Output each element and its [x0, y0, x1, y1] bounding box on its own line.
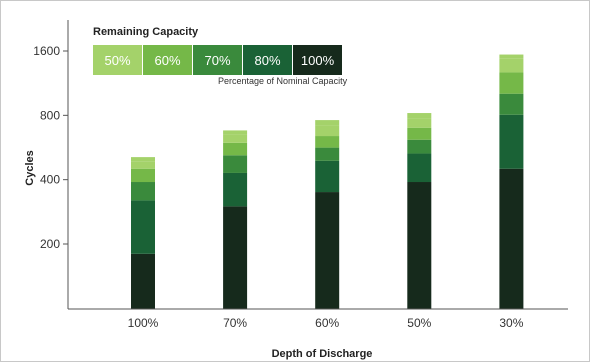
- bar-segment: [499, 54, 524, 59]
- bar-segment: [315, 136, 340, 148]
- bar-segment: [499, 114, 524, 169]
- legend-title: Remaining Capacity: [93, 26, 199, 38]
- legend-swatch-label: 100%: [301, 53, 335, 68]
- axes-group: [67, 20, 568, 310]
- bar-segment: [407, 118, 432, 128]
- bar-segment: [315, 192, 340, 309]
- legend-swatches: 50% 60% 70% 80% 100%: [93, 45, 342, 75]
- bar-stack-100pct: [131, 157, 155, 309]
- x-tick-label: 70%: [223, 316, 247, 330]
- bar-segment: [131, 168, 155, 183]
- legend-swatch-label: 50%: [104, 53, 130, 68]
- legend-swatch: [143, 45, 192, 75]
- bar-stack-50pct: [407, 113, 432, 309]
- bar-segment: [315, 147, 340, 161]
- bar-segment: [223, 172, 248, 207]
- bar-segment: [407, 113, 432, 119]
- bar-segment: [131, 182, 155, 201]
- y-tick-label: 1600: [33, 44, 60, 58]
- bar-segment: [499, 58, 524, 73]
- bar-segment: [407, 127, 432, 140]
- bar-segment: [499, 93, 524, 115]
- bar-segment: [499, 168, 524, 309]
- x-tick-label: 60%: [315, 316, 339, 330]
- legend-swatch: [293, 45, 342, 75]
- bar-segment: [315, 160, 340, 193]
- bar-segment: [407, 153, 432, 183]
- legend-swatch: [193, 45, 242, 75]
- bar-stack-70pct: [223, 130, 248, 309]
- y-axis-title: Cycles: [24, 150, 36, 185]
- bar-segment: [131, 161, 155, 169]
- bar-segment: [223, 206, 248, 309]
- bar-segment: [223, 142, 248, 156]
- x-axis-title: Depth of Discharge: [272, 348, 373, 360]
- bar-segment: [499, 72, 524, 94]
- y-ticks-group: 200 400 800 1600: [33, 44, 68, 251]
- bar-segment: [131, 200, 155, 254]
- x-tick-label: 100%: [128, 316, 159, 330]
- x-ticks-group: 100% 70% 60% 50% 30%: [128, 316, 524, 330]
- y-tick-label: 800: [40, 108, 60, 122]
- bar-segment: [131, 157, 155, 162]
- legend-swatch-label: 80%: [254, 53, 280, 68]
- legend-swatch: [93, 45, 142, 75]
- legend-swatch-label: 60%: [154, 53, 180, 68]
- legend-subtitle: Percentage of Nominal Capacity: [218, 76, 348, 86]
- bars-group: [131, 54, 524, 309]
- legend-swatch: [243, 45, 292, 75]
- x-tick-label: 50%: [407, 316, 431, 330]
- bar-segment: [407, 139, 432, 154]
- bar-segment: [223, 134, 248, 143]
- bar-segment: [407, 182, 432, 309]
- bar-stack-30pct: [499, 54, 524, 309]
- y-tick-label: 400: [40, 173, 60, 187]
- bar-segment: [131, 253, 155, 309]
- legend-swatch-label: 70%: [204, 53, 230, 68]
- bar-segment: [223, 155, 248, 173]
- bar-segment: [315, 120, 340, 126]
- bar-stack-60pct: [315, 120, 340, 309]
- bar-segment: [223, 130, 248, 135]
- bar-segment: [315, 125, 340, 137]
- x-tick-label: 30%: [499, 316, 523, 330]
- y-tick-label: 200: [40, 237, 60, 251]
- legend: Remaining Capacity 50% 60% 70% 80% 100% Perc…: [93, 26, 348, 86]
